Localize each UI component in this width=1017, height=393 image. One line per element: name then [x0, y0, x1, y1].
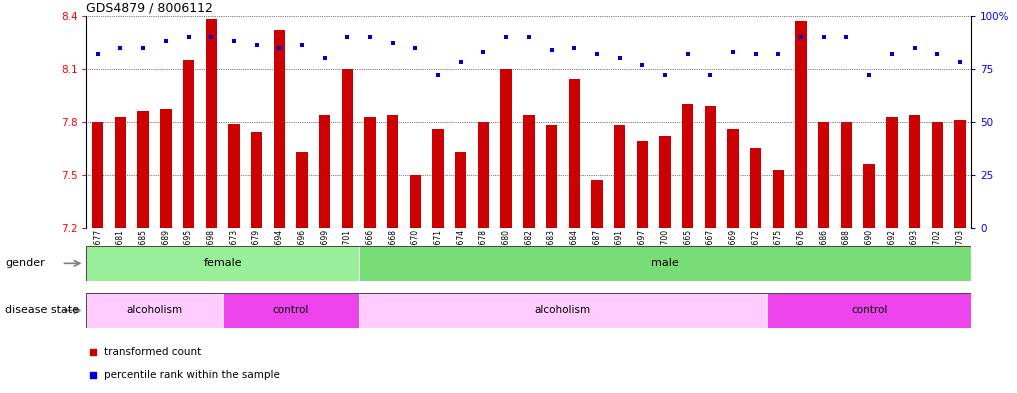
Bar	[682, 104, 694, 228]
Bar	[137, 111, 148, 228]
Bar	[773, 170, 784, 228]
Point	[475, 49, 491, 55]
Point	[362, 34, 378, 40]
Bar	[359, 293, 767, 328]
Point	[388, 26, 405, 32]
Point	[702, 72, 718, 78]
Bar	[296, 152, 307, 228]
Text: female: female	[203, 258, 242, 268]
Point	[679, 51, 696, 57]
Point	[407, 44, 423, 51]
Bar	[795, 21, 806, 228]
Text: GDS4879 / 8006112: GDS4879 / 8006112	[86, 2, 214, 15]
Bar	[659, 136, 670, 228]
Point	[589, 51, 605, 57]
Bar	[886, 117, 897, 228]
Point	[388, 230, 405, 237]
Point	[952, 59, 968, 66]
Point	[770, 51, 786, 57]
Point	[838, 34, 854, 40]
Bar	[932, 122, 943, 228]
Bar	[751, 149, 762, 228]
Text: disease state: disease state	[5, 305, 79, 316]
Bar	[767, 293, 971, 328]
Bar	[183, 60, 194, 228]
Bar	[115, 117, 126, 228]
Bar	[161, 110, 172, 228]
Bar	[637, 141, 648, 228]
Bar	[500, 69, 512, 228]
Bar	[432, 129, 443, 228]
Bar	[909, 115, 920, 228]
Point	[498, 34, 515, 40]
Point	[248, 42, 264, 49]
Point	[543, 46, 559, 53]
Point	[316, 55, 333, 61]
Point	[272, 44, 288, 51]
Point	[340, 34, 356, 40]
Bar	[223, 293, 359, 328]
Bar	[410, 175, 421, 228]
Point	[430, 72, 446, 78]
Bar	[705, 106, 716, 228]
Point	[906, 44, 922, 51]
Point	[725, 49, 741, 55]
Bar	[954, 120, 965, 228]
Point	[226, 38, 242, 44]
Point	[203, 34, 220, 40]
Bar	[319, 115, 331, 228]
Bar	[478, 122, 489, 228]
Point	[657, 72, 673, 78]
Text: male: male	[651, 258, 678, 268]
Point	[793, 34, 810, 40]
Text: control: control	[851, 305, 887, 316]
Bar	[86, 246, 359, 281]
Bar	[456, 152, 467, 228]
Point	[135, 44, 152, 51]
Bar	[523, 115, 535, 228]
Point	[89, 51, 106, 57]
Point	[180, 34, 196, 40]
Bar	[387, 115, 399, 228]
Bar	[251, 132, 262, 228]
Bar	[274, 30, 285, 228]
Bar	[591, 180, 602, 228]
Bar	[546, 125, 557, 228]
Point	[158, 38, 174, 44]
Text: percentile rank within the sample: percentile rank within the sample	[105, 370, 280, 380]
Text: alcoholism: alcoholism	[535, 305, 591, 316]
Bar	[342, 69, 353, 228]
Bar	[359, 246, 971, 281]
Bar	[569, 79, 580, 228]
Point	[884, 51, 900, 57]
Bar	[205, 19, 217, 228]
Bar	[93, 122, 104, 228]
Point	[930, 51, 946, 57]
Point	[747, 51, 764, 57]
Point	[566, 44, 583, 51]
Text: transformed count: transformed count	[105, 347, 201, 357]
Point	[384, 40, 401, 46]
Bar	[364, 117, 375, 228]
Bar	[86, 293, 223, 328]
Bar	[727, 129, 738, 228]
Bar	[614, 125, 625, 228]
Bar	[863, 164, 875, 228]
Text: alcoholism: alcoholism	[126, 305, 183, 316]
Point	[611, 55, 627, 61]
Text: gender: gender	[5, 258, 45, 268]
Bar	[841, 122, 852, 228]
Point	[861, 72, 878, 78]
Point	[112, 44, 128, 51]
Point	[294, 42, 310, 49]
Text: control: control	[273, 305, 309, 316]
Point	[816, 34, 832, 40]
Point	[635, 61, 651, 68]
Bar	[228, 124, 240, 228]
Point	[521, 34, 537, 40]
Bar	[818, 122, 830, 228]
Point	[453, 59, 469, 66]
